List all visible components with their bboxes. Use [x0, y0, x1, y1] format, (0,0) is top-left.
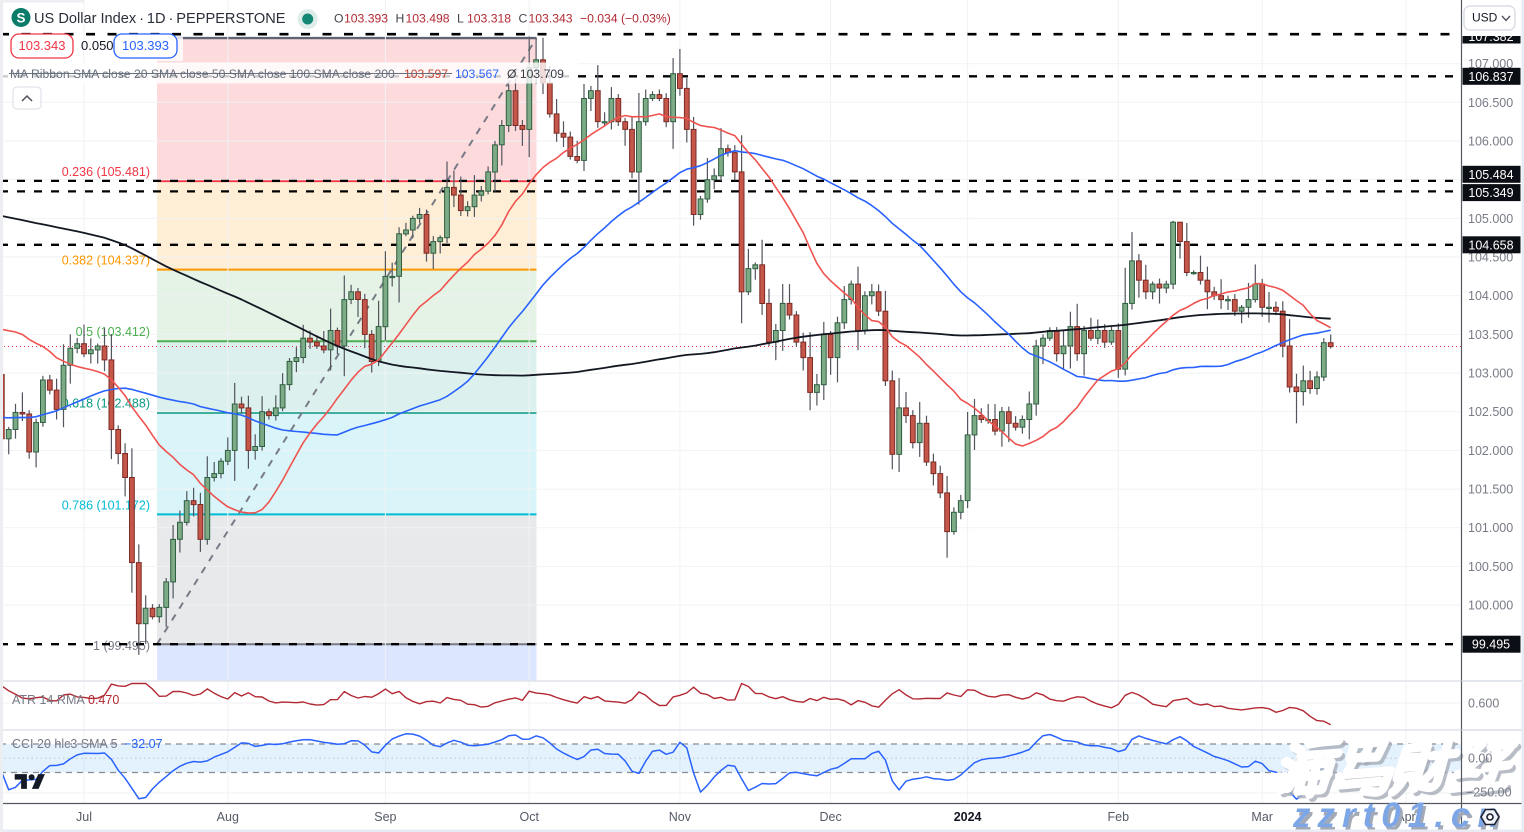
svg-text:103.000: 103.000 [1468, 367, 1513, 381]
svg-text:0.786 (101.172): 0.786 (101.172) [62, 498, 150, 512]
svg-text:O: O [334, 12, 343, 26]
svg-text:104.000: 104.000 [1468, 289, 1513, 303]
svg-text:107.000: 107.000 [1468, 57, 1513, 71]
svg-text:zzrt01.cn: zzrt01.cn [1295, 800, 1509, 832]
svg-text:Mar: Mar [1251, 810, 1273, 824]
svg-text:Feb: Feb [1108, 810, 1130, 824]
svg-text:Sep: Sep [374, 810, 396, 824]
svg-text:101.500: 101.500 [1468, 483, 1513, 497]
svg-text:S: S [16, 11, 25, 26]
svg-text:H: H [396, 12, 405, 26]
svg-text:0.00: 0.00 [1468, 752, 1492, 766]
svg-text:104.500: 104.500 [1468, 251, 1513, 265]
svg-text:Aug: Aug [217, 810, 239, 824]
svg-text:Jul: Jul [76, 810, 92, 824]
svg-text:106.000: 106.000 [1468, 135, 1513, 149]
svg-text:106.500: 106.500 [1468, 96, 1513, 110]
svg-text:USD: USD [1472, 11, 1498, 25]
svg-text:Oct: Oct [519, 810, 539, 824]
svg-text:103.343: 103.343 [529, 12, 573, 26]
svg-text:103.343: 103.343 [19, 38, 66, 53]
svg-text:2024: 2024 [954, 810, 982, 824]
svg-text:Apr: Apr [1396, 810, 1415, 824]
svg-text:104.658: 104.658 [1468, 238, 1513, 252]
svg-text:Nov: Nov [669, 810, 692, 824]
svg-text:102.500: 102.500 [1468, 405, 1513, 419]
svg-text:0.050: 0.050 [81, 38, 114, 53]
svg-text:0.470: 0.470 [88, 693, 119, 707]
svg-text:107.382: 107.382 [1468, 30, 1513, 44]
svg-text:101.000: 101.000 [1468, 521, 1513, 535]
svg-text:105.484: 105.484 [1468, 168, 1513, 182]
svg-text:103.393: 103.393 [122, 38, 169, 53]
svg-text:105.349: 105.349 [1468, 186, 1513, 200]
svg-text:103.498: 103.498 [406, 12, 450, 26]
svg-text:103.393: 103.393 [344, 12, 388, 26]
svg-text:100.000: 100.000 [1468, 599, 1513, 613]
svg-text:1 (99.495): 1 (99.495) [93, 639, 150, 653]
svg-text:100.500: 100.500 [1468, 560, 1513, 574]
svg-text:105.000: 105.000 [1468, 212, 1513, 226]
svg-text:0.600: 0.600 [1468, 697, 1499, 711]
svg-text:99.495: 99.495 [1472, 638, 1510, 652]
svg-text:Dec: Dec [819, 810, 841, 824]
svg-text:C: C [519, 12, 528, 26]
svg-text:zzrt01.cn: zzrt01.cn [1292, 796, 1506, 832]
svg-text:ATR 14 RMA: ATR 14 RMA [12, 693, 85, 707]
svg-text:0.5 (103.412): 0.5 (103.412) [76, 325, 150, 339]
svg-text:−0.034 (−0.03%): −0.034 (−0.03%) [580, 12, 671, 26]
svg-text:103.567: 103.567 [455, 67, 499, 81]
svg-text:102.000: 102.000 [1468, 444, 1513, 458]
svg-text:Ø 103.709: Ø 103.709 [507, 67, 564, 81]
svg-text:0.382 (104.337): 0.382 (104.337) [62, 254, 150, 268]
svg-text:103.318: 103.318 [467, 12, 511, 26]
svg-text:−250.00: −250.00 [1466, 786, 1512, 800]
svg-text:US Dollar Index · 1D · PEPPERS: US Dollar Index · 1D · PEPPERSTONE [34, 11, 286, 27]
svg-text:CCI 20 hlc3 SMA 5: CCI 20 hlc3 SMA 5 [12, 737, 118, 751]
svg-text:103.500: 103.500 [1468, 328, 1513, 342]
svg-text:−32.07: −32.07 [124, 737, 163, 751]
svg-text:0.236 (105.481): 0.236 (105.481) [62, 165, 150, 179]
svg-text:106.837: 106.837 [1468, 70, 1513, 84]
svg-text:L: L [457, 12, 464, 26]
